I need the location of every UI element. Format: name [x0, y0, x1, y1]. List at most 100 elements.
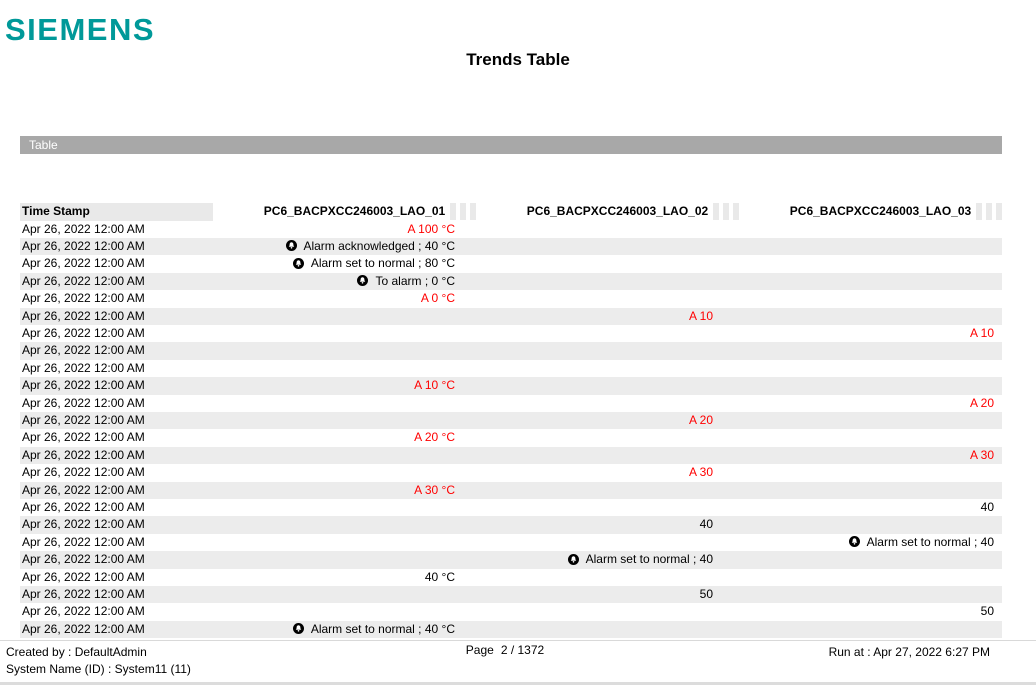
- table-row: Apr 26, 2022 12:00 AM Alarm set to norma…: [20, 620, 1002, 639]
- lao-01-value-cell: A 20 °C: [414, 430, 455, 445]
- lao-01-value-cell: [213, 516, 476, 533]
- lao-03-value-cell: 40: [980, 500, 994, 514]
- table-row: Apr 26, 2022 12:00 AM A 30: [20, 464, 1002, 482]
- lao-02-value-cell: [476, 429, 739, 446]
- column-header-time-stamp: Time Stamp: [20, 203, 213, 221]
- footer-divider: [0, 640, 1036, 641]
- table-row: Apr 26, 2022 12:00 AM Alarm set to norma…: [20, 255, 1002, 273]
- lao-02-value-cell: [476, 569, 739, 586]
- lao-03-value-cell: [739, 255, 1002, 272]
- lao-03-value-cell: [739, 377, 1002, 394]
- column-header-lao-03: PC6_BACPXCC246003_LAO_03: [739, 203, 1002, 221]
- lao-03-value-cell: [739, 360, 1002, 377]
- lao-02-value-cell: [476, 621, 739, 638]
- table-row: Apr 26, 2022 12:00 AM: [20, 359, 1002, 378]
- lao-02-value-cell: A 30: [688, 465, 713, 480]
- table-row: Apr 26, 2022 12:00 AM A 30 °C: [20, 481, 1002, 499]
- time-stamp-cell: Apr 26, 2022 12:00 AM: [22, 552, 145, 567]
- lao-01-value-cell: [213, 395, 476, 412]
- time-stamp-cell: Apr 26, 2022 12:00 AM: [22, 465, 145, 480]
- alarm-bell-icon: [357, 275, 369, 287]
- time-stamp-cell: Apr 26, 2022 12:00 AM: [22, 604, 145, 619]
- time-stamp-cell: Apr 26, 2022 12:00 AM: [22, 587, 145, 602]
- table-row: Apr 26, 2022 12:00 AM A 20 °C: [20, 429, 1002, 447]
- lao-01-value-cell: Alarm acknowledged ; 40 °C: [213, 238, 476, 255]
- time-stamp-cell: Apr 26, 2022 12:00 AM: [22, 256, 145, 271]
- lao-01-value-cell: [213, 412, 476, 429]
- window-bottom-edge: [0, 682, 1036, 685]
- column-header-lao-02: PC6_BACPXCC246003_LAO_02: [476, 203, 739, 221]
- lao-01-value-cell: [213, 586, 476, 603]
- lao-01-value-cell: [213, 551, 476, 568]
- time-stamp-cell: Apr 26, 2022 12:00 AM: [22, 291, 145, 306]
- time-stamp-cell: Apr 26, 2022 12:00 AM: [22, 412, 145, 427]
- lao-02-value-cell: A 20: [688, 412, 713, 427]
- table-row: Apr 26, 2022 12:00 AM Alarm set to norma…: [20, 533, 1002, 552]
- lao-02-value-cell: [476, 342, 739, 359]
- lao-01-value-cell: 40 °C: [424, 569, 455, 584]
- time-stamp-cell: Apr 26, 2022 12:00 AM: [22, 482, 145, 497]
- lao-03-value-cell: [739, 464, 1002, 481]
- lao-03-value-cell: [739, 586, 1002, 603]
- table-row: Apr 26, 2022 12:00 AM To alarm ; 0 °C: [20, 272, 1002, 291]
- lao-03-value-cell: Alarm set to normal ; 40: [739, 534, 1002, 551]
- lao-02-value-cell: [476, 325, 739, 342]
- lao-02-value-cell: [476, 395, 739, 412]
- lao-03-value-cell: [739, 516, 1002, 533]
- lao-01-value-cell: [213, 464, 476, 481]
- time-stamp-cell: Apr 26, 2022 12:00 AM: [22, 343, 145, 358]
- footer-page-label: Page: [465, 643, 494, 657]
- column-separator-bars: [446, 203, 476, 220]
- page-title: Trends Table: [466, 50, 570, 69]
- lao-03-value-cell: 50: [980, 604, 994, 619]
- lao-02-value-cell: [476, 238, 739, 255]
- lao-02-value-cell: [476, 603, 739, 620]
- time-stamp-cell: Apr 26, 2022 12:00 AM: [22, 360, 145, 375]
- table-row: Apr 26, 2022 12:00 AM A 0 °C: [20, 290, 1002, 308]
- column-separator-bars: [972, 203, 1002, 220]
- time-stamp-cell: Apr 26, 2022 12:00 AM: [22, 308, 145, 323]
- lao-02-value-cell: [476, 290, 739, 307]
- time-stamp-cell: Apr 26, 2022 12:00 AM: [22, 534, 145, 549]
- table-row: Apr 26, 2022 12:00 AM A 10 °C: [20, 377, 1002, 395]
- footer-created-by: Created by : DefaultAdmin: [6, 645, 147, 659]
- lao-01-value-cell: A 30 °C: [414, 482, 455, 497]
- lao-02-value-cell: 50: [699, 587, 713, 602]
- time-stamp-cell: Apr 26, 2022 12:00 AM: [22, 430, 145, 445]
- table-row: Apr 26, 2022 12:00 AM A 30: [20, 446, 1002, 465]
- alarm-bell-icon: [285, 240, 297, 252]
- alarm-bell-icon: [293, 623, 305, 635]
- lao-03-value-cell: [739, 412, 1002, 429]
- table-section-bar: Table: [20, 136, 1002, 154]
- lao-02-value-cell: [476, 221, 739, 238]
- lao-03-value-cell: [739, 569, 1002, 586]
- footer-run-at: Run at : Apr 27, 2022 6:27 PM: [828, 645, 990, 659]
- lao-01-value-cell: A 100 °C: [407, 221, 456, 236]
- time-stamp-cell: Apr 26, 2022 12:00 AM: [22, 500, 145, 514]
- table-body: Apr 26, 2022 12:00 AM A 100 °C Apr 26, 2…: [20, 220, 1002, 639]
- table-row: Apr 26, 2022 12:00 AM 40: [20, 499, 1002, 517]
- time-stamp-cell: Apr 26, 2022 12:00 AM: [22, 325, 145, 340]
- lao-01-value-cell: Alarm set to normal ; 80 °C: [213, 255, 476, 272]
- lao-01-value-cell: A 10 °C: [414, 378, 455, 393]
- lao-03-value-cell: A 30: [969, 447, 994, 462]
- table-row: Apr 26, 2022 12:00 AM Alarm acknowledged…: [20, 237, 1002, 256]
- time-stamp-cell: Apr 26, 2022 12:00 AM: [22, 621, 145, 636]
- table-row: Apr 26, 2022 12:00 AM: [20, 342, 1002, 360]
- alarm-bell-icon: [293, 257, 305, 269]
- lao-03-value-cell: [739, 273, 1002, 290]
- lao-03-value-cell: A 20: [969, 395, 994, 410]
- table-row: Apr 26, 2022 12:00 AM 40 °C: [20, 568, 1002, 587]
- table-row: Apr 26, 2022 12:00 AM A 100 °C: [20, 220, 1002, 238]
- column-header-lao-03-label: PC6_BACPXCC246003_LAO_03: [789, 204, 972, 218]
- time-stamp-cell: Apr 26, 2022 12:00 AM: [22, 447, 145, 462]
- time-stamp-cell: Apr 26, 2022 12:00 AM: [22, 238, 145, 253]
- table-section-label: Table: [29, 138, 58, 152]
- footer-page-indicator: Page 2 / 1372: [0, 643, 1010, 657]
- lao-01-value-cell: [213, 499, 476, 516]
- footer-system-name: System Name (ID) : System11 (11): [6, 661, 191, 676]
- time-stamp-cell: Apr 26, 2022 12:00 AM: [22, 517, 145, 532]
- lao-03-value-cell: [739, 221, 1002, 238]
- lao-03-value-cell: [739, 482, 1002, 499]
